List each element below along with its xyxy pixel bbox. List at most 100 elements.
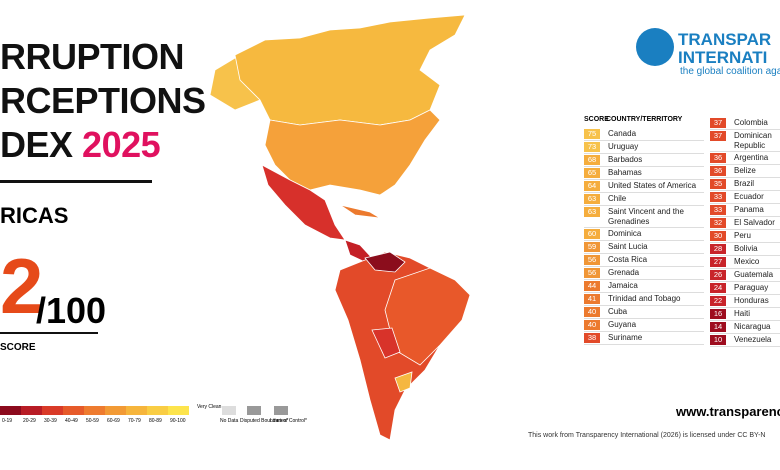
table-row: 73 Uruguay (584, 141, 704, 154)
region-score: 2 (0, 242, 44, 330)
score-cell: 27 (710, 257, 726, 267)
map (209, 14, 471, 441)
country-name: Bahamas (608, 168, 642, 177)
country-name: Argentina (734, 153, 769, 162)
table-row: 68 Barbados (584, 154, 704, 167)
score-cell: 73 (584, 142, 600, 152)
country-name: Jamaica (608, 281, 638, 290)
score-cell: 40 (584, 320, 600, 330)
legend-label: 80-89 (149, 418, 162, 424)
legend-label: Disputed Boundaries* (240, 418, 289, 424)
legend-swatch (42, 406, 63, 415)
legend-label: 60-69 (107, 418, 120, 424)
table-row: 59 Saint Lucia (584, 241, 704, 254)
region-uruguay (394, 371, 413, 393)
score-cell: 65 (584, 168, 600, 178)
title-line: DEX 2025 (0, 124, 161, 166)
title-year: 2025 (82, 124, 161, 165)
region-cuba (339, 204, 381, 219)
score-cell: 37 (710, 118, 726, 128)
table-row: 26 Guatemala (710, 269, 780, 282)
table-row: 28 Bolivia (710, 243, 780, 256)
table-row: 35 Brazil (710, 178, 780, 191)
footer-url: www.transparenc (676, 404, 780, 419)
score-suffix: /100 (36, 290, 107, 331)
legend-swatch (63, 406, 84, 415)
country-name: Barbados (608, 155, 643, 164)
score-cell: 10 (710, 335, 726, 345)
score-cell: 33 (710, 192, 726, 202)
table-row: 40 Cuba (584, 306, 704, 319)
score-cell: 59 (584, 242, 600, 252)
score-cell: 56 (584, 255, 600, 265)
score-cell: 38 (584, 333, 600, 343)
country-name: United States of America (608, 181, 697, 190)
score-cell: 41 (584, 294, 600, 304)
country-name: Belize (734, 166, 756, 175)
legend-swatch (168, 406, 189, 415)
country-name: Ecuador (734, 192, 764, 201)
score-cell: 14 (710, 322, 726, 332)
legend-label: 90-100 (170, 418, 186, 424)
table-row: 64 United States of America (584, 180, 704, 193)
score-cell: 63 (584, 207, 600, 217)
country-name: Uruguay (608, 142, 639, 151)
legend-label: No Data (220, 418, 239, 424)
score-cell: 35 (710, 179, 726, 189)
legend-label: 70-79 (128, 418, 141, 424)
legend-swatch (222, 406, 236, 415)
score-cell: 30 (710, 231, 726, 241)
score-cell: 24 (710, 283, 726, 293)
country-name: Chile (608, 194, 627, 203)
table-row: 27 Mexico (710, 256, 780, 269)
country-name: Paraguay (734, 283, 769, 292)
legend-label: 40-49 (65, 418, 78, 424)
title-line: RRUPTION (0, 36, 185, 77)
region: RICAS (0, 203, 69, 228)
title-text: DEX (0, 124, 73, 165)
legend-swatch (247, 406, 261, 415)
table-row: 36 Belize (710, 165, 780, 178)
score-label: SCORE (0, 342, 36, 353)
title-line: RCEPTIONS (0, 80, 206, 121)
country-name: Dominica (608, 229, 642, 238)
legend-swatch (274, 406, 288, 415)
table-row: 36 Argentina (710, 152, 780, 165)
country-name: Saint Lucia (608, 242, 648, 251)
table-header: SCORE (584, 116, 609, 123)
table-header: COUNTRY/TERRITORY (606, 116, 683, 123)
legend-label: Lines of Control* (270, 418, 307, 424)
rule (0, 180, 152, 183)
legend-swatch (105, 406, 126, 415)
country-name: Guatemala (734, 270, 774, 279)
country-name: Bolivia (734, 244, 758, 253)
country-name: Dominican Republic (734, 131, 772, 150)
table-column: 37 Colombia 37 Dominican Republic 36 Argentin… (710, 117, 780, 347)
table-row: 16 Haiti (710, 308, 780, 321)
score-cell: 22 (710, 296, 726, 306)
legend-swatch (21, 406, 42, 415)
score-cell: 44 (584, 281, 600, 291)
score-cell: 56 (584, 268, 600, 278)
score-cell: 28 (710, 244, 726, 254)
score-cell: 37 (710, 131, 726, 141)
rule (0, 332, 98, 334)
country-name: Brazil (734, 179, 755, 188)
table-row: 33 Panama (710, 204, 780, 217)
legend-swatch (0, 406, 21, 415)
country-name: Saint Vincent and the Grenadines (608, 207, 684, 226)
table-row: 40 Guyana (584, 319, 704, 332)
table-row: 65 Bahamas (584, 167, 704, 180)
table-row: 56 Costa Rica (584, 254, 704, 267)
score-cell: 63 (584, 194, 600, 204)
country-name: Cuba (608, 307, 628, 316)
table-row: 14 Nicaragua (710, 321, 780, 334)
table-row: 10 Venezuela (710, 334, 780, 347)
table-row: 30 Peru (710, 230, 780, 243)
table-row: 41 Trinidad and Tobago (584, 293, 704, 306)
table-column: 75 Canada 73 Uruguay 68 Barbados 65 Bahamas 64 Un… (584, 128, 704, 345)
country-name: Colombia (734, 118, 768, 127)
table-row: 37 Colombia (710, 117, 780, 130)
table-row: 56 Grenada (584, 267, 704, 280)
